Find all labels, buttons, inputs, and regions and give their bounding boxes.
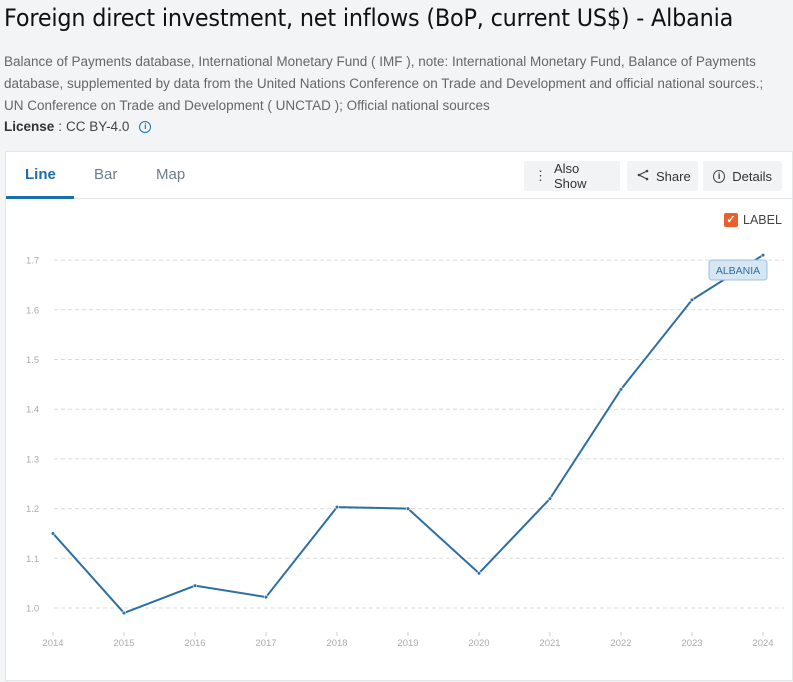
label-toggle-text: LABEL (743, 213, 782, 227)
y-axis-ticks: 1.0 1.1 1.2 1.3 1.4 1.5 1.6 1.7 (26, 256, 39, 615)
share-button[interactable]: Share (627, 161, 698, 191)
share-icon (637, 169, 649, 184)
details-button[interactable]: i Details (703, 161, 782, 191)
series-label-albania: ALBANIA (708, 259, 768, 281)
svg-text:1.0: 1.0 (26, 604, 39, 615)
license-sep: : (58, 119, 63, 134)
svg-text:1.4: 1.4 (26, 405, 39, 416)
svg-text:1.7: 1.7 (26, 256, 39, 267)
svg-text:2024: 2024 (752, 638, 773, 649)
share-label: Share (656, 168, 691, 184)
tab-line[interactable]: Line (25, 166, 56, 183)
svg-text:2019: 2019 (397, 638, 418, 649)
checkbox-checked-icon[interactable]: ✓ (724, 213, 738, 227)
page-title: Foreign direct investment, net inflows (… (4, 4, 734, 32)
license-label: License (4, 119, 55, 134)
svg-text:2016: 2016 (184, 638, 205, 649)
svg-text:1.1: 1.1 (26, 554, 39, 565)
x-axis-ticks: 2014 2015 2016 2017 2018 2019 2020 2021 2022 2023… (42, 632, 774, 649)
svg-text:2018: 2018 (326, 638, 347, 649)
svg-text:1.5: 1.5 (26, 355, 39, 366)
svg-text:1.3: 1.3 (26, 454, 39, 465)
source-line-3: UN Conference on Trade and Development (… (4, 98, 490, 113)
label-toggle[interactable]: ✓ LABEL (724, 213, 782, 227)
svg-text:2014: 2014 (42, 638, 63, 649)
license: License : CC BY-4.0 i (4, 119, 152, 134)
svg-text:2023: 2023 (681, 638, 702, 649)
grid-lines (54, 259, 784, 609)
also-show-button[interactable]: ⋮ Also Show (524, 161, 620, 191)
tab-map[interactable]: Map (156, 166, 186, 183)
source-line-1: Balance of Payments database, Internatio… (4, 54, 756, 69)
info-icon: i (713, 169, 726, 183)
svg-text:2015: 2015 (113, 638, 134, 649)
svg-text:2020: 2020 (468, 638, 489, 649)
active-tab-indicator (6, 196, 74, 199)
tab-bar[interactable]: Bar (94, 166, 118, 183)
svg-text:2021: 2021 (539, 638, 560, 649)
svg-text:1.2: 1.2 (26, 504, 39, 515)
chart-panel: Line Bar Map ⋮ Also Show Share i Details… (5, 151, 793, 681)
chart-tabs: Line Bar Map ⋮ Also Show Share i Details (6, 152, 792, 199)
source-line-2: database, supplemented by data from the … (4, 76, 764, 91)
also-show-label: Also Show (554, 161, 587, 191)
data-points (50, 253, 766, 616)
svg-text:2017: 2017 (255, 638, 276, 649)
svg-text:2022: 2022 (610, 638, 631, 649)
series-line-albania (52, 254, 764, 615)
info-icon[interactable]: i (139, 120, 152, 133)
license-value: CC BY-4.0 (66, 119, 130, 134)
svg-text:ALBANIA: ALBANIA (716, 265, 760, 277)
svg-text:1.6: 1.6 (26, 305, 39, 316)
line-chart: 1.01.11.21.31.41.51.61.7 2014 2015 2016 201… (26, 253, 784, 649)
source-note: Balance of Payments database, Internatio… (4, 51, 789, 117)
more-vertical-icon: ⋮ (534, 168, 547, 183)
details-label: Details (732, 168, 772, 184)
